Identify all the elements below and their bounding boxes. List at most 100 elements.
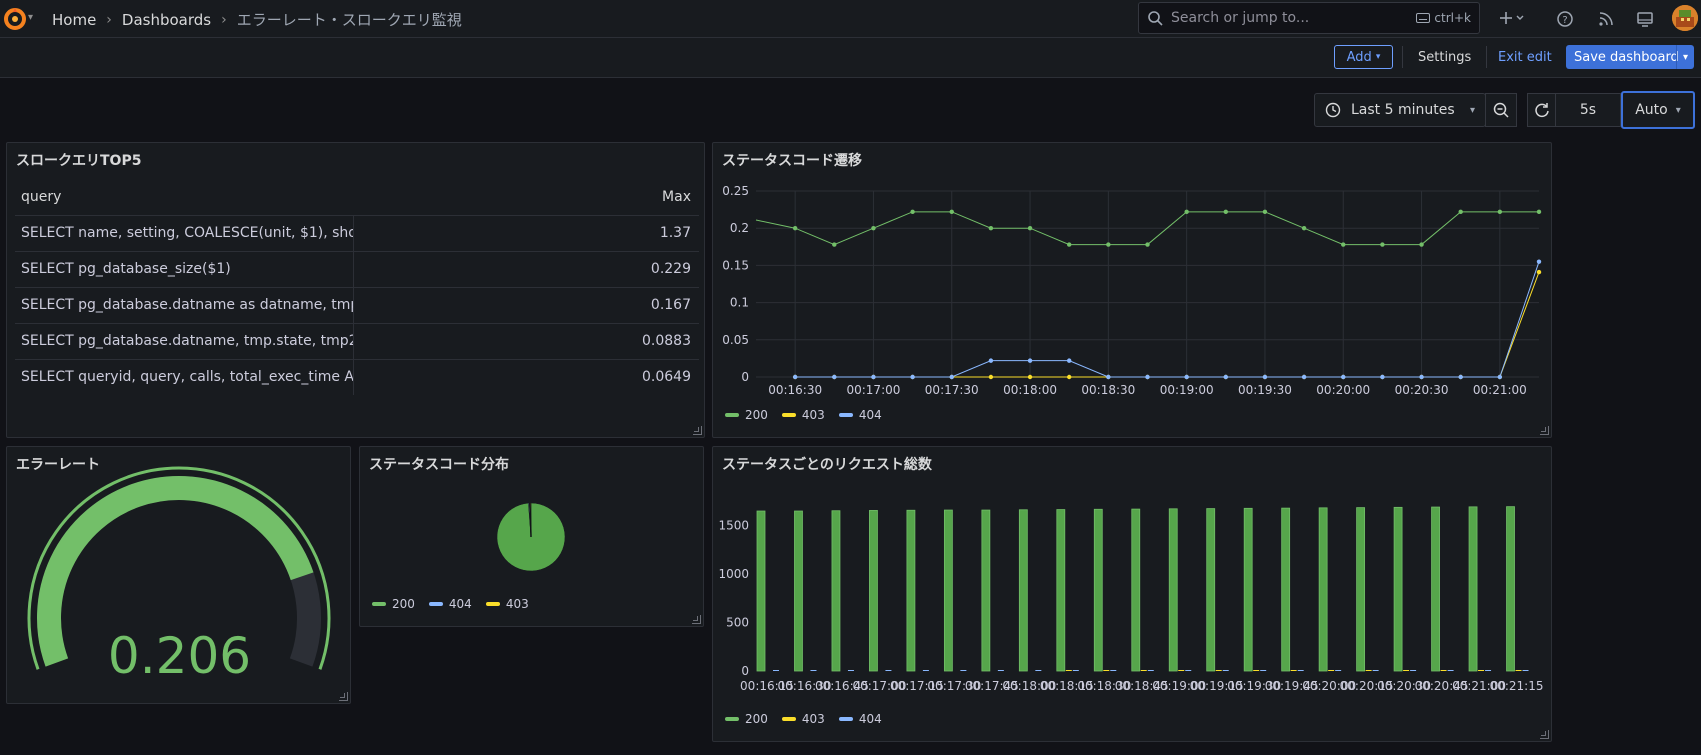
panel-status-trend[interactable]: ステータスコード遷移 0 0.05 0.1 0.15 0.2 0.25 00:16:30 00…: [712, 142, 1552, 438]
resize-handle-icon[interactable]: [339, 692, 348, 701]
legend-item-200[interactable]: 200: [372, 597, 415, 611]
add-button[interactable]: Add ▾: [1334, 45, 1393, 69]
data-point-200: [871, 226, 876, 231]
rss-news-icon[interactable]: [1596, 9, 1616, 29]
column-header-max[interactable]: Max: [353, 179, 699, 216]
breadcrumb-home[interactable]: Home: [52, 10, 97, 29]
x-tick-label: 00:17:15: [890, 679, 944, 693]
x-tick-label: 00:18:45: [1115, 679, 1169, 693]
data-point-404: [910, 374, 915, 380]
breadcrumb-dashboards[interactable]: Dashboards: [121, 10, 212, 29]
zoom-out-icon: [1493, 102, 1509, 118]
x-tick-label: 00:18:15: [1040, 679, 1094, 693]
x-tick-label: 00:16:15: [740, 679, 794, 693]
data-point-404: [1106, 374, 1111, 380]
breadcrumb-current: エラーレート・スロークエリ監視: [236, 11, 462, 29]
request-totals-chart: 05001000150000:16:1500:16:3000:16:4500:1…: [718, 506, 1543, 693]
x-tick-label: 00:18:00: [1002, 679, 1056, 693]
status-distribution-pie: [496, 502, 566, 572]
panel-slow-queries[interactable]: スロークエリTOP5 query Max SELECT name, settin…: [6, 142, 705, 438]
max-cell: 0.0649: [642, 369, 691, 386]
data-point-200: [1262, 209, 1268, 215]
save-dashboard-button[interactable]: Save dashboard ▾: [1566, 45, 1694, 69]
chevron-down-icon[interactable]: ▾: [28, 12, 34, 23]
new-plus-icon[interactable]: [1498, 9, 1524, 29]
legend-item-200[interactable]: 200: [725, 712, 768, 726]
y-tick-label: 0: [741, 664, 749, 678]
data-point-200: [1341, 242, 1346, 247]
legend-item-403[interactable]: 403: [485, 597, 529, 611]
panel-status-distribution[interactable]: ステータスコード分布 200 404 403: [359, 446, 704, 627]
resize-handle-icon[interactable]: [1540, 730, 1549, 739]
chevron-down-icon[interactable]: ▾: [1676, 45, 1694, 69]
resize-handle-icon[interactable]: [693, 426, 702, 435]
panel-error-rate[interactable]: エラーレート 0.206: [6, 446, 351, 704]
x-tick-label: 00:20:30: [1395, 383, 1449, 397]
grafana-logo-icon[interactable]: [2, 6, 28, 32]
x-tick-label: 00:19:30: [1238, 383, 1292, 397]
time-range-picker[interactable]: Last 5 minutes ▾: [1314, 93, 1486, 127]
data-point-403: [988, 374, 994, 380]
data-point-403: [1027, 374, 1033, 380]
query-cell: SELECT pg_database.datname as datname, t…: [15, 287, 354, 324]
data-point-200: [1106, 242, 1111, 247]
legend-item-403[interactable]: 403: [781, 408, 825, 422]
data-point-200: [1497, 209, 1503, 215]
x-tick-label: 00:17:30: [927, 679, 981, 693]
panel-request-totals[interactable]: ステータスごとのリクエスト総数 0 500 1000 1500 00:16:15 00:1…: [712, 446, 1552, 742]
data-point-404: [1497, 374, 1503, 380]
bar-200: [1056, 509, 1066, 672]
data-point-200: [792, 226, 798, 231]
refresh-interval-picker[interactable]: 5s: [1555, 93, 1621, 127]
data-point-404: [1341, 374, 1346, 380]
data-point-200: [1223, 209, 1228, 215]
data-point-200: [1067, 242, 1072, 247]
panel-title: ステータスごとのリクエスト総数: [722, 457, 932, 473]
search-input[interactable]: Search or jump to... ctrl+k: [1138, 2, 1480, 34]
x-tick-label: 00:21:00: [1473, 383, 1527, 397]
bar-200: [981, 509, 991, 672]
refresh-button[interactable]: [1527, 93, 1557, 127]
column-header-query[interactable]: query: [15, 179, 353, 216]
resize-handle-icon[interactable]: [692, 615, 701, 624]
legend-item-403[interactable]: 403: [781, 712, 825, 726]
data-point-404: [1067, 358, 1072, 363]
dashboard-toolbar: Add ▾ Settings Exit edit Save dashboard …: [0, 38, 1701, 78]
bar-404: [1147, 670, 1154, 671]
legend-item-404[interactable]: 404: [838, 408, 882, 422]
bar-404: [1072, 670, 1079, 671]
breadcrumb-separator-icon: ›: [221, 11, 227, 28]
query-cell: SELECT queryid, query, calls, total_exec…: [15, 359, 354, 395]
bar-403: [1065, 670, 1072, 671]
bar-200: [1168, 508, 1178, 672]
x-tick-label: 00:20:00: [1302, 679, 1356, 693]
exit-edit-button[interactable]: Exit edit: [1498, 49, 1552, 65]
auto-refresh-picker[interactable]: Auto ▾: [1621, 91, 1695, 129]
gauge-value-arc: [37, 476, 314, 667]
legend-item-404[interactable]: 404: [428, 597, 472, 611]
refresh-icon: [1535, 103, 1549, 118]
keyboard-icon: [1416, 13, 1431, 23]
kiosk-monitor-icon[interactable]: [1635, 9, 1655, 29]
bar-200: [794, 510, 803, 672]
bar-404: [810, 670, 817, 671]
clock-icon: [1325, 102, 1341, 118]
user-avatar[interactable]: [1672, 5, 1698, 31]
help-icon[interactable]: ?: [1555, 9, 1575, 29]
data-point-404: [1027, 358, 1033, 363]
zoom-out-button[interactable]: [1485, 93, 1517, 127]
x-tick-label: 00:19:15: [1190, 679, 1244, 693]
legend-item-200[interactable]: 200: [725, 408, 768, 422]
x-tick-label: 00:17:45: [965, 679, 1019, 693]
series-line-403: [795, 271, 1540, 378]
data-point-404: [988, 358, 994, 363]
chevron-down-icon: ▾: [1469, 104, 1475, 116]
data-point-200: [910, 209, 915, 215]
panel-title: スロークエリTOP5: [16, 153, 142, 169]
legend-item-404[interactable]: 404: [838, 712, 882, 726]
resize-handle-icon[interactable]: [1540, 426, 1549, 435]
table-row: SELECT pg_database.datname, tmp.state, t…: [15, 323, 699, 360]
settings-button[interactable]: Settings: [1418, 49, 1472, 65]
gauge-value: 0.206: [107, 627, 252, 685]
y-tick-label: 0: [741, 370, 749, 384]
